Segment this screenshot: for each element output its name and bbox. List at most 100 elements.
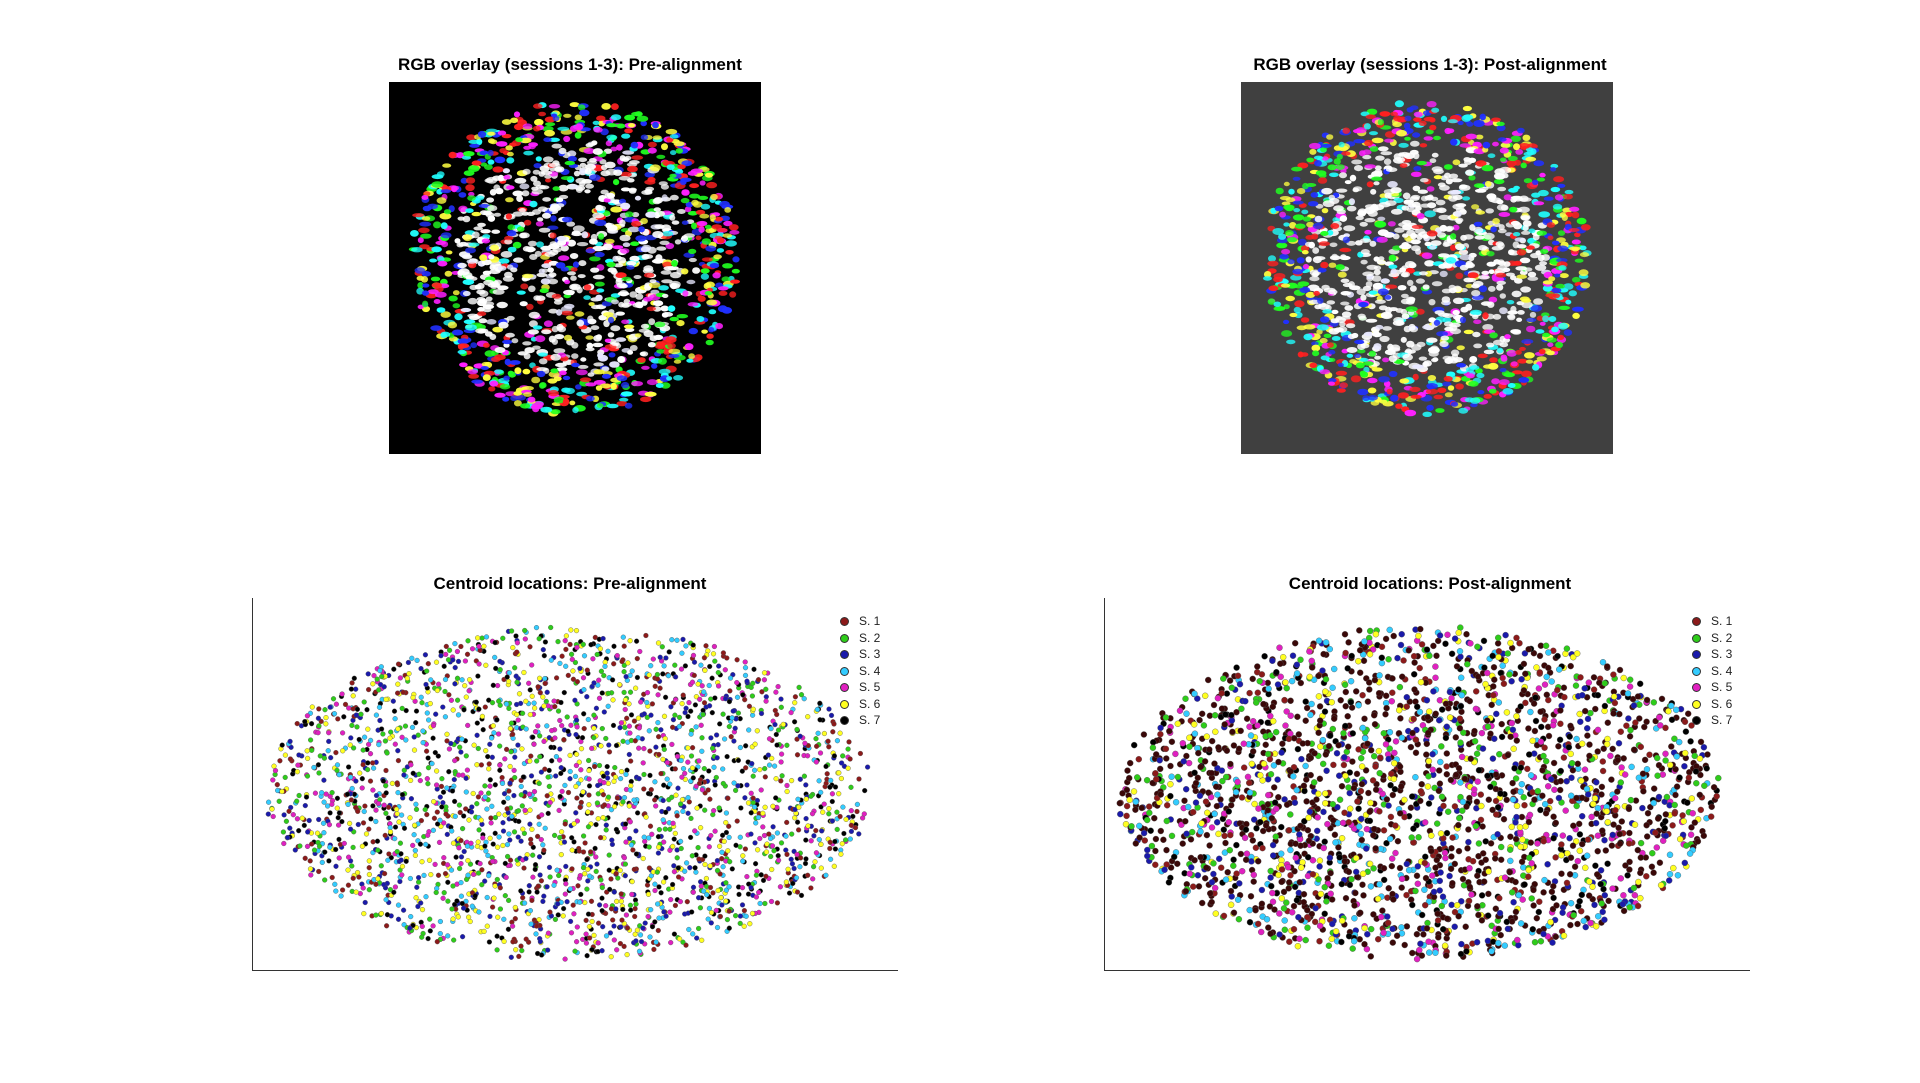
cell-footprint [422,300,429,308]
cell-footprint [521,273,534,279]
centroid-point [586,924,593,930]
centroid-point [511,767,517,774]
centroid-point [645,914,651,920]
cell-footprint [1408,323,1416,331]
centroid-point [567,768,573,775]
centroid-point [512,904,518,911]
cell-footprint [1273,276,1283,283]
cell-footprint [1301,250,1309,255]
cell-footprint [484,350,495,357]
cell-footprint [481,361,490,367]
centroid-point [553,754,560,760]
cell-footprint [1572,312,1580,319]
cell-footprint [660,270,672,275]
cell-footprint [1298,238,1307,246]
cell-footprint [420,276,429,283]
centroid-point [845,746,851,752]
centroid-point [608,906,615,912]
centroid-point [353,778,359,784]
centroid-point [360,762,366,768]
cell-footprint [1411,224,1424,229]
cell-footprint [1413,117,1422,122]
cell-footprint [576,242,589,247]
cell-footprint [1404,136,1411,141]
cell-footprint [1359,238,1372,244]
centroid-point [832,846,839,852]
cell-footprint [1443,376,1453,382]
cell-footprint [1364,139,1374,147]
cell-footprint [548,389,559,397]
cell-footprint [585,183,594,189]
cell-footprint [454,313,463,321]
cell-footprint [1317,177,1328,184]
centroid-point [482,704,488,710]
cell-footprint [569,400,576,406]
cell-footprint [1557,334,1565,340]
cell-footprint [1344,180,1352,185]
cell-footprint [1482,324,1494,331]
centroid-point [598,668,605,674]
centroid-point [333,846,339,853]
cell-footprint [555,362,567,368]
centroid-point [594,861,600,867]
cell-footprint [640,218,648,225]
cell-footprint [462,290,471,297]
centroid-point [589,918,595,925]
cell-footprint [1377,288,1389,296]
centroid-point [477,861,483,867]
cell-footprint [1489,357,1498,363]
centroid-point [723,887,730,893]
cell-footprint [1506,160,1517,167]
centroid-point [468,840,474,846]
cell-footprint [1452,203,1465,210]
cell-footprint [519,301,528,307]
cell-footprint [570,267,578,272]
cell-footprint [431,246,442,253]
cell-footprint [661,143,668,151]
cell-footprint [1471,204,1480,210]
cell-footprint [445,250,453,255]
cell-footprint [494,392,506,398]
centroid-point [452,813,458,820]
centroid-point [798,692,805,698]
cell-footprint [1517,310,1525,315]
centroid-point [663,875,669,881]
centroid-point [561,906,567,912]
cell-footprint [558,184,569,192]
cell-footprint [725,250,734,255]
cell-footprint [1411,245,1421,252]
cell-footprint [1329,255,1341,261]
centroid-point [434,782,440,788]
centroid-point [308,721,315,727]
cell-footprint [471,160,482,166]
centroid-point [266,799,272,805]
cell-footprint [652,135,662,140]
centroid-point [791,865,797,872]
centroid-point [850,813,856,820]
cell-footprint [1483,364,1494,369]
cell-footprint [592,212,605,219]
centroid-point [425,781,431,787]
centroid-point [573,627,580,634]
centroid-point [750,773,756,779]
cell-footprint [1342,282,1353,288]
cell-footprint [1422,284,1430,290]
centroid-point [378,681,384,688]
centroid-point [467,861,474,867]
cell-footprint [484,178,494,183]
centroid-point [839,841,845,847]
centroid-point [700,711,706,718]
centroid-point [530,844,536,850]
centroid-point [649,924,656,930]
cell-footprint [637,357,646,363]
centroid-point [297,843,303,849]
centroid-point [712,782,718,788]
cell-footprint [600,170,611,177]
cell-footprint [1499,157,1507,162]
cell-footprint [730,279,740,284]
cell-footprint [1561,214,1568,222]
cell-footprint [1478,245,1488,251]
centroid-point [458,749,464,755]
cell-footprint [557,239,567,246]
cell-footprint [1428,299,1436,306]
